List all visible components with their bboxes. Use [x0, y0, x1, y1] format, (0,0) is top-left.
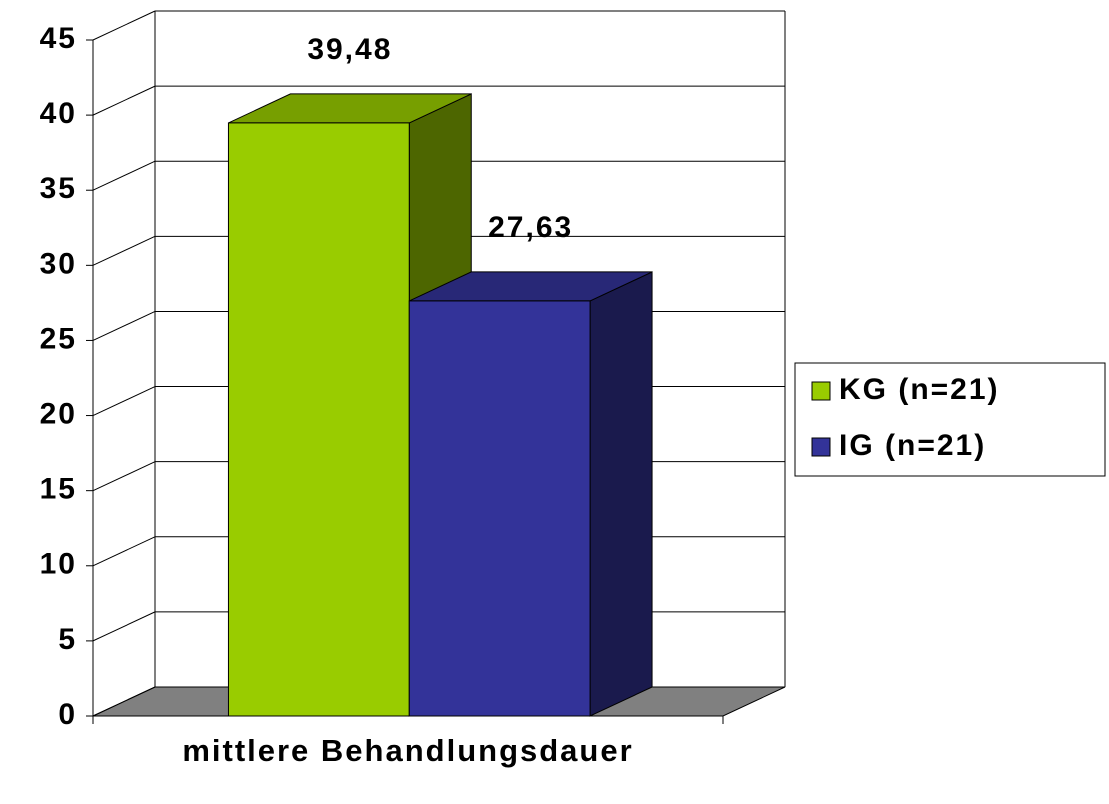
y-tick-label: 45 — [40, 22, 77, 55]
y-tick-label: 5 — [58, 623, 77, 656]
grid-line — [92, 160, 156, 191]
grid-line — [92, 85, 156, 116]
grid-line — [92, 386, 156, 417]
y-tick-label: 15 — [40, 473, 77, 506]
y-tick-label: 20 — [40, 397, 77, 430]
data-label: 27,63 — [488, 211, 573, 244]
x-tick-label: mittlere Behandlungsdauer — [182, 733, 634, 768]
grid-line — [92, 310, 156, 341]
grid-line — [92, 536, 156, 567]
y-tick-label: 10 — [40, 548, 77, 581]
y-tick-label: 30 — [40, 247, 77, 280]
bar — [408, 300, 591, 717]
bar — [227, 122, 410, 717]
legend-box — [794, 362, 1106, 477]
legend-label: KG (n=21) — [839, 373, 1000, 406]
bar-side — [589, 271, 653, 717]
y-tick-label: 35 — [40, 172, 77, 205]
grid-line — [92, 461, 156, 492]
y-tick-label: 25 — [40, 322, 77, 355]
grid-line — [92, 686, 156, 717]
grid-line — [92, 611, 156, 642]
y-tick-label: 0 — [58, 698, 77, 731]
grid-line — [92, 235, 156, 266]
legend-swatch — [811, 381, 831, 401]
legend-label: IG (n=21) — [839, 429, 986, 462]
grid-line — [92, 10, 156, 41]
y-tick-label: 40 — [40, 97, 77, 130]
legend-swatch — [811, 437, 831, 457]
data-label: 39,48 — [307, 33, 392, 66]
